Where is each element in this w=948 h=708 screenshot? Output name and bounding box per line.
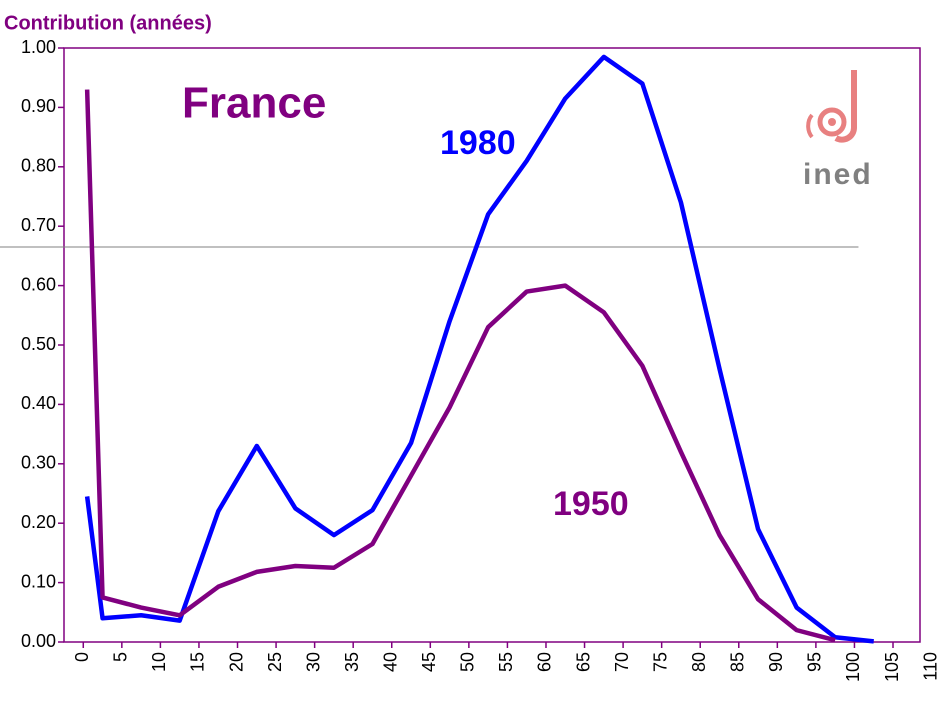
series-line — [84, 89, 836, 643]
logo-shape — [817, 107, 847, 137]
logo-shape — [806, 113, 814, 139]
logo-shape — [834, 70, 857, 143]
x-tick-label: 70 — [612, 652, 632, 672]
y-tick-label: 0.70 — [21, 215, 56, 235]
x-tick-label: 105 — [882, 652, 902, 682]
x-tick-label: 20 — [226, 652, 246, 672]
x-tick-label: 100 — [843, 652, 863, 682]
x-tick-label: 40 — [380, 652, 400, 672]
x-tick-label: 55 — [496, 652, 516, 672]
y-tick-label: 0.30 — [21, 453, 56, 473]
y-tick-label: 0.50 — [21, 334, 56, 354]
y-tick-label: 1.00 — [21, 37, 56, 57]
logo: ined — [803, 70, 873, 191]
x-tick-label: 80 — [689, 652, 709, 672]
x-tick-label: 90 — [766, 652, 786, 672]
x-tick-label: 75 — [650, 652, 670, 672]
x-tick-label: 10 — [149, 652, 169, 672]
y-tick-label: 0.60 — [21, 274, 56, 294]
series-line — [84, 54, 874, 644]
x-tick-label: 5 — [111, 652, 131, 662]
x-tick-label: 0 — [72, 652, 92, 662]
x-tick-label: 50 — [458, 652, 478, 672]
x-tick-label: 85 — [728, 652, 748, 672]
x-tick-label: 15 — [188, 652, 208, 672]
x-tick-label: 35 — [342, 652, 362, 672]
y-tick-label: 0.90 — [21, 96, 56, 116]
y-tick-label: 0.40 — [21, 393, 56, 413]
x-tick-label: 60 — [535, 652, 555, 672]
y-tick-label: 0.80 — [21, 156, 56, 176]
y-tick-label: 0.00 — [21, 631, 56, 651]
x-tick-label: 110 — [920, 652, 940, 681]
x-tick-label: 25 — [265, 652, 285, 672]
y-tick-label: 0.10 — [21, 571, 56, 591]
x-tick-label: 45 — [419, 652, 439, 672]
logo-shape — [828, 118, 836, 126]
x-tick-label: 30 — [303, 652, 323, 672]
y-tick-label: 0.20 — [21, 512, 56, 532]
annotation: France — [182, 79, 326, 128]
y-axis-title: Contribution (années) — [4, 12, 212, 34]
series-label: 1950 — [553, 485, 629, 523]
x-tick-label: 95 — [805, 652, 825, 672]
series-label: 1980 — [440, 124, 516, 162]
x-tick-label: 65 — [573, 652, 593, 672]
logo-text: ined — [803, 158, 873, 191]
